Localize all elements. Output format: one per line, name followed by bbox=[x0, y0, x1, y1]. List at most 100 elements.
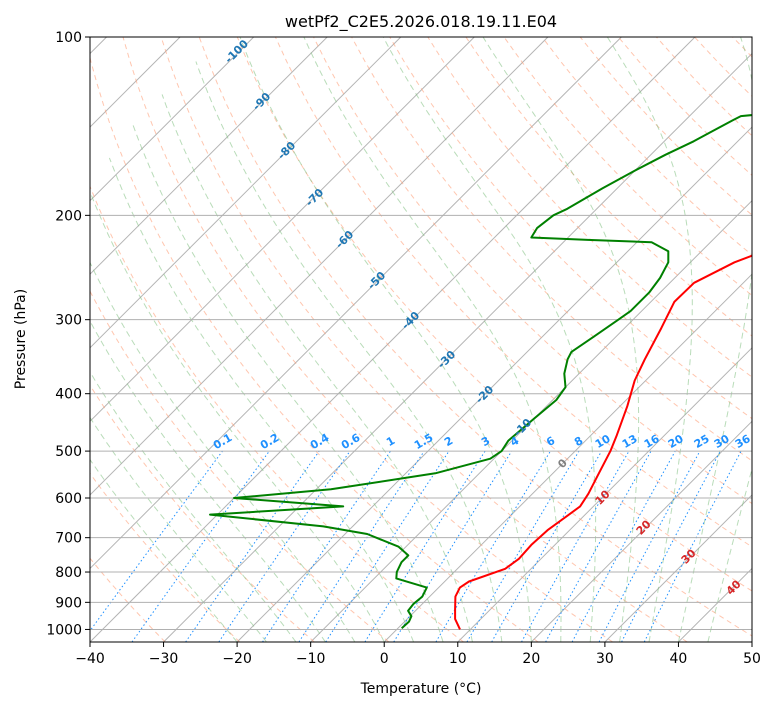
x-axis: −40 −30 −20 −10 0 10 20 30 40 50 bbox=[75, 642, 761, 667]
mixing-ratio-label: 16 bbox=[642, 432, 662, 451]
isotherm-line bbox=[90, 37, 328, 275]
dry-adiabat-line bbox=[90, 290, 390, 642]
mixing-ratio-line bbox=[393, 450, 513, 642]
mixing-ratio-line bbox=[298, 450, 425, 642]
mixing-ratio-line bbox=[262, 450, 391, 642]
isotherm-line bbox=[90, 37, 696, 642]
x-tick-label: 10 bbox=[449, 651, 467, 667]
moist-adiabats bbox=[90, 37, 752, 642]
skewed-isotherms bbox=[90, 37, 752, 642]
x-tick-label: −20 bbox=[222, 651, 252, 667]
mixing-ratio-line bbox=[131, 450, 270, 642]
mixing-ratio-line bbox=[571, 450, 676, 642]
y-tick-label: 700 bbox=[55, 531, 82, 547]
isotherm-line bbox=[751, 641, 752, 642]
isotherm-line bbox=[90, 37, 402, 349]
moist-adiabat-line bbox=[90, 458, 238, 642]
isotherm-label: -50 bbox=[365, 269, 388, 292]
isotherm-label: -100 bbox=[222, 37, 251, 66]
mixing-ratio-label: 0.1 bbox=[211, 431, 234, 452]
dry-adiabat-line bbox=[427, 37, 752, 378]
dry-adiabat-line bbox=[503, 37, 752, 296]
dry-adiabat-line bbox=[122, 37, 613, 642]
moist-adiabat-line bbox=[303, 37, 562, 642]
mixing-ratio-label: 3 bbox=[479, 434, 492, 449]
moist-adiabat-line bbox=[161, 94, 473, 642]
dry-adiabats bbox=[90, 37, 775, 642]
isotherm-line bbox=[90, 37, 549, 496]
moist-adiabat-line bbox=[90, 370, 297, 642]
mixing-ratio-line bbox=[643, 450, 742, 642]
dry-adiabat-line bbox=[90, 185, 464, 642]
mixing-ratio-line bbox=[90, 450, 223, 632]
dry-adiabat-line bbox=[351, 37, 752, 462]
moist-adiabat-line bbox=[677, 37, 752, 642]
isotherm-line bbox=[163, 52, 752, 642]
y-tick-label: 400 bbox=[55, 387, 82, 403]
dry-adiabat-line bbox=[313, 37, 752, 505]
x-tick-label: −30 bbox=[149, 651, 179, 667]
moist-adiabat-line bbox=[108, 157, 415, 642]
mixing-ratio-label: 1 bbox=[384, 434, 397, 449]
mixing-ratio-line bbox=[466, 450, 580, 642]
isotherm-line bbox=[457, 347, 752, 642]
isotherm-label: 40 bbox=[724, 577, 744, 597]
mixing-ratio-label: 1.5 bbox=[412, 431, 435, 452]
isotherm-label: -70 bbox=[303, 186, 326, 209]
isotherm-line bbox=[530, 420, 752, 642]
x-tick-label: −40 bbox=[75, 651, 105, 667]
moist-adiabat-line bbox=[132, 123, 444, 642]
moist-adiabat-line bbox=[239, 37, 532, 642]
dry-adiabat-line bbox=[465, 37, 752, 337]
mixing-ratio-line bbox=[218, 450, 351, 642]
dry-adiabat-line bbox=[656, 37, 752, 137]
x-tick-label: 20 bbox=[522, 651, 540, 667]
chart-title: wetPf2_C2E5.2026.018.19.11.E04 bbox=[285, 12, 557, 32]
dry-adiabat-line bbox=[90, 55, 539, 642]
dry-adiabat-line bbox=[198, 37, 752, 637]
dry-adiabat-line bbox=[236, 37, 752, 592]
y-tick-label: 200 bbox=[55, 208, 82, 224]
y-tick-label: 300 bbox=[55, 313, 82, 329]
moist-adiabat-line bbox=[90, 261, 356, 642]
dry-adiabat-line bbox=[274, 37, 752, 548]
moist-adiabat-line bbox=[90, 190, 385, 642]
mixing-ratio-label: 36 bbox=[733, 432, 753, 451]
dry-adiabat-line bbox=[160, 37, 688, 642]
x-tick-label: 50 bbox=[743, 651, 761, 667]
y-axis-label: Pressure (hPa) bbox=[13, 289, 29, 389]
y-tick-label: 900 bbox=[55, 595, 82, 611]
mixing-ratio-lines bbox=[90, 450, 742, 642]
mixing-ratio-label: 2 bbox=[442, 434, 455, 449]
isotherm-line bbox=[310, 199, 752, 642]
isotherm-line bbox=[90, 37, 622, 570]
isotherm-line bbox=[604, 494, 752, 642]
profile-lines bbox=[209, 114, 752, 630]
moist-adiabat-line bbox=[90, 416, 267, 642]
x-tick-label: −10 bbox=[296, 651, 326, 667]
dry-adiabat-line bbox=[694, 37, 752, 97]
dry-adiabat-line bbox=[389, 37, 752, 420]
x-tick-label: 40 bbox=[670, 651, 688, 667]
mixing-ratio-line bbox=[325, 450, 450, 642]
dry-adiabat-line bbox=[90, 384, 315, 642]
moist-adiabat-line bbox=[90, 320, 326, 642]
mixing-ratio-line bbox=[598, 450, 701, 642]
y-tick-label: 500 bbox=[55, 444, 82, 460]
isotherm-line bbox=[90, 37, 475, 423]
dry-adiabat-line bbox=[771, 37, 775, 642]
moist-adiabat-line bbox=[606, 37, 693, 642]
isotherm-label: 20 bbox=[634, 517, 654, 537]
isotherm-line bbox=[90, 37, 255, 202]
isotherm-line bbox=[236, 126, 752, 642]
pressure-gridlines bbox=[90, 37, 752, 630]
plot-frame bbox=[89, 36, 753, 643]
y-tick-label: 800 bbox=[55, 565, 82, 581]
mixing-ratio-label: 8 bbox=[572, 434, 585, 449]
mixing-ratio-line bbox=[364, 450, 486, 642]
x-axis-label: Temperature (°C) bbox=[360, 681, 482, 697]
isotherm-line bbox=[383, 273, 752, 642]
moist-adiabat-line bbox=[195, 61, 503, 642]
mixing-ratio-label: 6 bbox=[544, 434, 557, 449]
